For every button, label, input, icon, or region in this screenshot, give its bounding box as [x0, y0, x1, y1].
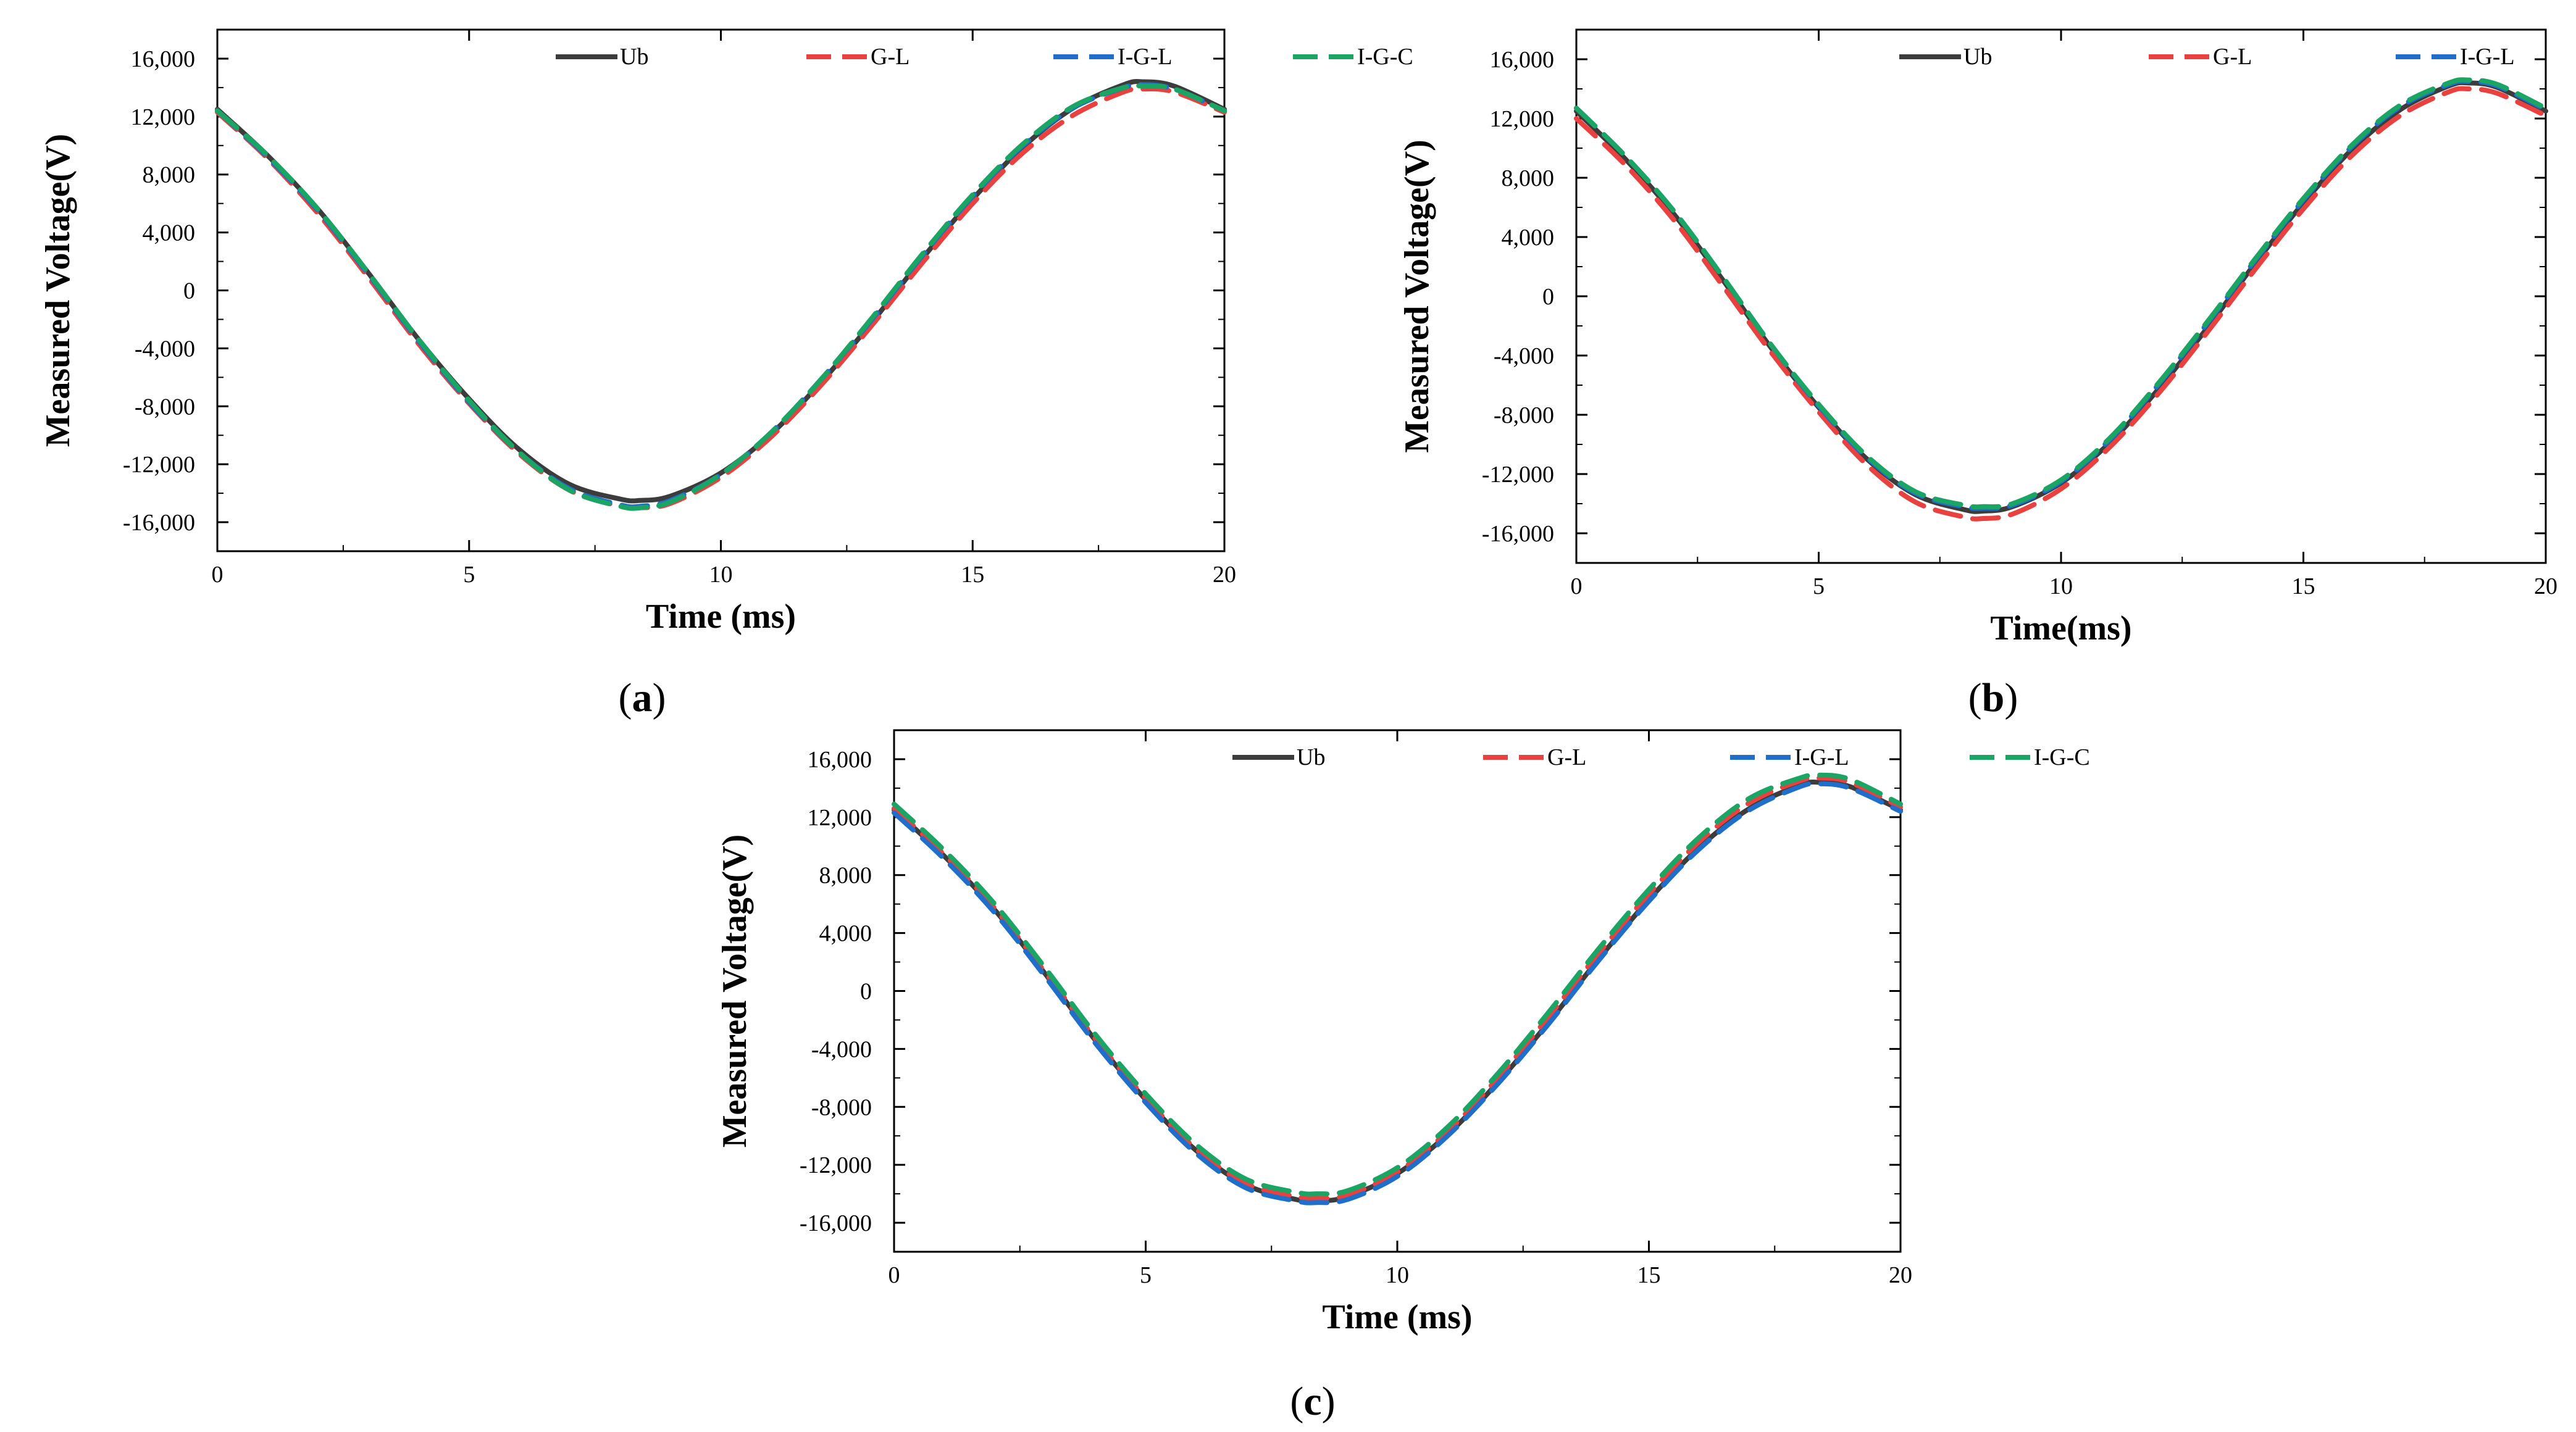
x-tick-label: 20: [1889, 1262, 1912, 1288]
x-tick-label: 5: [1813, 573, 1825, 599]
y-tick-label: 4,000: [819, 921, 872, 947]
series-line-g-l: [215, 86, 1227, 511]
y-tick-label: 12,000: [808, 805, 872, 831]
x-tick-label: 0: [212, 562, 224, 588]
y-tick-label: -16,000: [800, 1210, 872, 1236]
legend-label: G-L: [871, 44, 910, 70]
x-tick-label: 5: [1140, 1262, 1152, 1288]
y-tick-label: -4,000: [1494, 343, 1554, 369]
legend-label: Ub: [1297, 744, 1325, 770]
y-tick-label: 0: [1542, 284, 1554, 310]
legend-item-ub: Ub: [1899, 44, 1992, 70]
y-tick-label: 8,000: [819, 863, 872, 889]
y-axis-title: Measured Voltage(V): [716, 835, 754, 1148]
y-axis-title: Measured Voltage(V): [39, 134, 77, 448]
legend-item-g-l: G-L: [2149, 44, 2252, 70]
x-tick-label: 0: [1571, 573, 1583, 599]
legend-item-i-g-c: I-G-C: [1293, 44, 1413, 70]
y-tick-label: -16,000: [1482, 521, 1554, 547]
y-tick-label: -12,000: [800, 1152, 872, 1178]
y-tick-label: -8,000: [135, 394, 195, 420]
x-tick-label: 10: [2049, 573, 2073, 599]
y-tick-label: -12,000: [123, 452, 195, 478]
legend-label: I-G-L: [1794, 744, 1849, 770]
legend-label: Ub: [1963, 44, 1992, 70]
y-tick-label: -8,000: [811, 1094, 872, 1120]
x-tick-label: 10: [709, 562, 733, 588]
legend-label: I-G-C: [2034, 744, 2090, 770]
legend-label: G-L: [1547, 744, 1586, 770]
series-line-ub: [892, 779, 1903, 1204]
legend-item-ub: Ub: [556, 44, 648, 70]
legend-item-g-l: G-L: [806, 44, 910, 70]
series-line-i-g-c: [1574, 77, 2548, 510]
y-tick-label: -16,000: [123, 510, 195, 536]
chart-panel-a: 0 5 10 15 20 -16,000 -12,000 -8,000 -4,000 0 4,000…: [39, 28, 1413, 720]
y-tick-label: 0: [183, 278, 195, 304]
series-line-g-l: [1574, 86, 2548, 522]
series-line-i-g-l: [892, 781, 1903, 1205]
y-axis-title: Measured Voltage(V): [1398, 139, 1436, 453]
y-tick-label: -4,000: [135, 336, 195, 362]
y-tick-label: 12,000: [1490, 106, 1555, 132]
legend-item-i-g-l: I-G-L: [2396, 44, 2515, 70]
legend-label: I-G-L: [1118, 44, 1173, 70]
series-line-ub: [215, 78, 1227, 504]
legend-item-i-g-c: I-G-C: [1970, 744, 2090, 770]
series-line-i-g-c: [215, 83, 1227, 511]
x-tick-label: 15: [961, 562, 984, 588]
legend-item-i-g-l: I-G-L: [1730, 744, 1849, 770]
y-tick-label: 8,000: [143, 162, 196, 188]
legend-label: G-L: [2213, 44, 2252, 70]
series-line-i-g-l: [215, 81, 1227, 510]
legend-label: I-G-L: [2460, 44, 2515, 70]
x-axis-title: Time (ms): [646, 597, 796, 636]
x-tick-label: 15: [1637, 1262, 1661, 1288]
y-tick-label: 16,000: [1490, 47, 1555, 73]
y-tick-label: 0: [860, 979, 872, 1005]
x-tick-label: 0: [889, 1262, 900, 1288]
legend-item-g-l: G-L: [1483, 744, 1586, 770]
legend-label: I-G-C: [1357, 44, 1413, 70]
panel-label: (a): [619, 675, 666, 720]
y-tick-label: 4,000: [1502, 225, 1555, 251]
y-tick-label: 16,000: [808, 747, 872, 773]
x-axis-title: Time (ms): [1322, 1298, 1472, 1336]
legend-label: Ub: [620, 44, 648, 70]
x-tick-label: 15: [2292, 573, 2315, 599]
chart-panel-c: 0 5 10 15 20 -16,000 -12,000 -8,000 -4,000 0 4,000…: [716, 729, 2090, 1424]
legend-item-ub: Ub: [1232, 744, 1325, 770]
y-tick-label: -12,000: [1482, 462, 1554, 488]
x-tick-label: 10: [1386, 1262, 1409, 1288]
x-tick-label: 20: [2534, 573, 2557, 599]
y-tick-label: 4,000: [143, 220, 196, 246]
series-line-g-l: [892, 775, 1903, 1201]
panel-label: (b): [1968, 675, 2018, 720]
series-line-i-g-l: [1574, 78, 2548, 511]
series-line-ub: [1574, 80, 2548, 514]
x-tick-label: 5: [463, 562, 475, 588]
y-tick-label: -4,000: [811, 1036, 872, 1062]
x-axis-title: Time(ms): [1990, 609, 2131, 647]
y-tick-label: 12,000: [131, 104, 196, 130]
series-line-i-g-c: [892, 772, 1903, 1197]
x-tick-label: 20: [1213, 562, 1236, 588]
legend-item-i-g-l: I-G-L: [1053, 44, 1173, 70]
y-tick-label: 8,000: [1502, 165, 1555, 191]
y-tick-label: 16,000: [131, 46, 196, 72]
panel-label: (c): [1290, 1379, 1335, 1424]
y-tick-label: -8,000: [1494, 402, 1554, 428]
chart-panel-b: 0 5 10 15 20 -16,000 -12,000 -8,000 -4,000 0 4,000…: [1398, 28, 2557, 720]
